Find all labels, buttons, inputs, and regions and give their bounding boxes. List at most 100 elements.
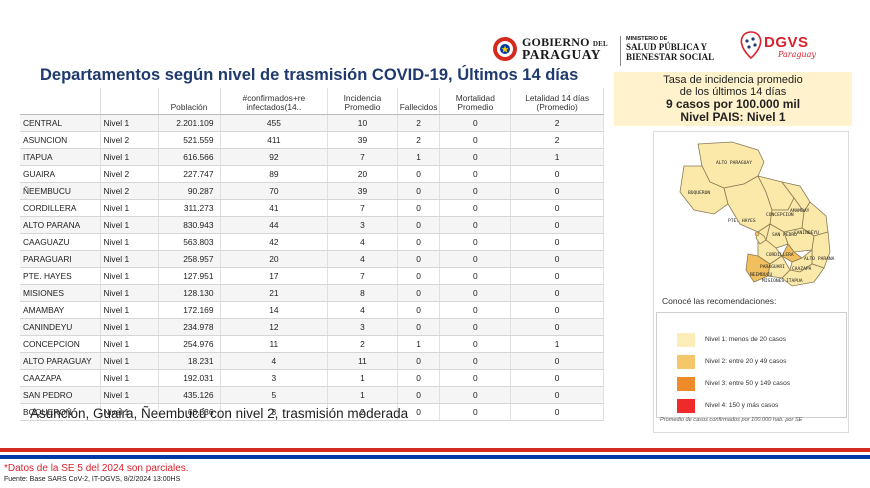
table-row: ASUNCION Nivel 2 521.559 411 39 2 0 2 bbox=[20, 131, 604, 149]
departamento-cell: CAAGUAZU bbox=[20, 233, 101, 251]
nivel-cell: Nivel 1 bbox=[100, 403, 159, 421]
header-nivel bbox=[100, 88, 159, 115]
nivel-cell: Nivel 1 bbox=[100, 301, 159, 319]
map-region-asuncion[interactable] bbox=[754, 231, 760, 237]
table-row: CORDILLERA Nivel 1 311.273 41 7 0 0 0 bbox=[20, 199, 604, 217]
confirmados-cell: 3 bbox=[220, 403, 329, 421]
map-region-neembucu[interactable] bbox=[745, 253, 771, 283]
nivel-cell: Nivel 1 bbox=[100, 199, 159, 217]
fallecidos-cell: 0 bbox=[397, 233, 441, 251]
map-label-misiones: MISIONES bbox=[762, 278, 784, 284]
departamento-cell: CAAZAPA bbox=[20, 369, 101, 387]
table-row: SAN PEDRO Nivel 1 435.126 5 1 0 0 0 bbox=[20, 386, 604, 404]
fallecidos-cell: 2 bbox=[397, 114, 441, 132]
mortalidad-cell: 0 bbox=[439, 114, 512, 132]
table-header-row: Población #confirmados+re infectados(14.… bbox=[20, 88, 604, 115]
source-text: Fuente: Base SARS CoV-2, IT-DGVS, 8/2/20… bbox=[4, 476, 181, 483]
map-label-neembucu: ÑEEMBUCU bbox=[750, 271, 772, 278]
confirmados-cell: 42 bbox=[220, 233, 329, 251]
departamento-cell: ALTO PARAGUAY bbox=[20, 352, 101, 370]
confirmados-cell: 3 bbox=[220, 369, 329, 387]
incidencia-cell: 4 bbox=[327, 301, 398, 319]
table-row: GUAIRA Nivel 2 227.747 89 20 0 0 0 bbox=[20, 165, 604, 183]
letalidad-cell: 0 bbox=[510, 199, 604, 217]
incidencia-cell: 1 bbox=[327, 386, 398, 404]
map-region-alto-parana[interactable] bbox=[811, 231, 831, 269]
legend-box: Nivel 1: menos de 20 casos Nivel 2: entr… bbox=[656, 312, 847, 418]
table-row: BOQUERON Nivel 1 66.836 3 2 0 0 0 bbox=[20, 403, 604, 421]
map-label-itapua: ITAPUA bbox=[786, 278, 803, 284]
table-body: CENTRAL Nivel 1 2.201.109 455 10 2 0 2 ASUNCION N… bbox=[20, 114, 604, 421]
stripe-red bbox=[0, 448, 870, 452]
map-label-cordillera: CORDILLERA bbox=[766, 252, 794, 258]
info-line3: 9 casos por 100.000 mil bbox=[665, 97, 801, 111]
incidencia-cell: 20 bbox=[327, 165, 398, 183]
fallecidos-cell: 0 bbox=[397, 216, 441, 234]
mortalidad-cell: 0 bbox=[439, 318, 512, 336]
letalidad-cell: 0 bbox=[510, 403, 604, 421]
nivel-cell: Nivel 1 bbox=[100, 284, 159, 302]
mortalidad-cell: 0 bbox=[439, 148, 512, 166]
fallecidos-cell: 0 bbox=[397, 301, 441, 319]
departamento-cell: SAN PEDRO bbox=[20, 386, 101, 404]
poblacion-cell: 172.169 bbox=[158, 301, 221, 319]
table-row: CANINDEYU Nivel 1 234.978 12 3 0 0 0 bbox=[20, 318, 604, 336]
map-panel: ALTO PARAGUAY BOQUERON AMAMBAY CONCEPCIO… bbox=[653, 131, 849, 433]
departamento-cell: PARAGUARI bbox=[20, 250, 101, 268]
letalidad-cell: 0 bbox=[510, 267, 604, 285]
departamento-cell: CENTRAL bbox=[20, 114, 101, 132]
departamento-cell: ASUNCION bbox=[20, 131, 101, 149]
map-label-concepcion: CONCEPCION bbox=[766, 212, 794, 218]
map-label-alto-paraguay: ALTO PARAGUAY bbox=[716, 160, 752, 166]
mortalidad-cell: 0 bbox=[439, 131, 512, 149]
gobierno-logo: GOBIERNO DEL PARAGUAY bbox=[492, 34, 618, 70]
header-logos: GOBIERNO DEL PARAGUAY MINISTERIO DE SALU… bbox=[492, 31, 832, 70]
header-confirmados: #confirmados+re infectados(14.. bbox=[220, 88, 329, 115]
map-label-caazapa: CAAZAPA bbox=[792, 266, 812, 272]
map-label-san-pedro: SAN PEDRO bbox=[772, 232, 797, 238]
stripe-white bbox=[0, 452, 870, 455]
poblacion-cell: 128.130 bbox=[158, 284, 221, 302]
table-row: CENTRAL Nivel 1 2.201.109 455 10 2 0 2 bbox=[20, 114, 604, 132]
mortalidad-cell: 0 bbox=[439, 301, 512, 319]
map-region-itapua[interactable] bbox=[781, 263, 825, 287]
incidencia-cell: 7 bbox=[327, 148, 398, 166]
table-row: CONCEPCION Nivel 1 254.976 11 2 1 0 1 bbox=[20, 335, 604, 353]
nivel-cell: Nivel 1 bbox=[100, 267, 159, 285]
legend-swatch-nivel1 bbox=[677, 333, 695, 347]
departamento-cell: CANINDEYU bbox=[20, 318, 101, 336]
letalidad-cell: 0 bbox=[510, 165, 604, 183]
poblacion-cell: 830.943 bbox=[158, 216, 221, 234]
table-row: ÑEEMBUCU Nivel 2 90.287 70 39 0 0 0 bbox=[20, 182, 604, 200]
nivel-cell: Nivel 1 bbox=[100, 250, 159, 268]
incidencia-cell: 7 bbox=[327, 199, 398, 217]
table-row: CAAZAPA Nivel 1 192.031 3 1 0 0 0 bbox=[20, 369, 604, 387]
poblacion-cell: 192.031 bbox=[158, 369, 221, 387]
poblacion-cell: 66.836 bbox=[158, 403, 221, 421]
letalidad-cell: 0 bbox=[510, 386, 604, 404]
letalidad-cell: 1 bbox=[510, 335, 604, 353]
incidencia-cell: 8 bbox=[327, 284, 398, 302]
incidencia-cell: 4 bbox=[327, 233, 398, 251]
dgvs-subtext: Paraguay bbox=[778, 50, 816, 59]
fallecidos-cell: 0 bbox=[397, 267, 441, 285]
nivel-cell: Nivel 2 bbox=[100, 131, 159, 149]
poblacion-cell: 311.273 bbox=[158, 199, 221, 217]
table-row: PTE. HAYES Nivel 1 127.951 17 7 0 0 0 bbox=[20, 267, 604, 285]
nivel-cell: Nivel 1 bbox=[100, 318, 159, 336]
letalidad-cell: 1 bbox=[510, 148, 604, 166]
confirmados-cell: 12 bbox=[220, 318, 329, 336]
nivel-cell: Nivel 1 bbox=[100, 352, 159, 370]
header-mortalidad: Mortalidad Promedio bbox=[439, 88, 512, 115]
legend-swatch-nivel3 bbox=[677, 377, 695, 391]
nivel-cell: Nivel 2 bbox=[100, 182, 159, 200]
mortalidad-cell: 0 bbox=[439, 284, 512, 302]
map-label-boqueron: BOQUERON bbox=[688, 190, 710, 196]
fallecidos-cell: 0 bbox=[397, 403, 441, 421]
recommendations-label[interactable]: Conocé las recomendaciones: bbox=[662, 296, 777, 306]
nivel-cell: Nivel 1 bbox=[100, 335, 159, 353]
mortalidad-cell: 0 bbox=[439, 216, 512, 234]
info-line1: Tasa de incidencia promedio bbox=[663, 74, 803, 86]
header-letalidad: Letalidad 14 días (Promedio) bbox=[510, 88, 604, 115]
confirmados-cell: 4 bbox=[220, 352, 329, 370]
